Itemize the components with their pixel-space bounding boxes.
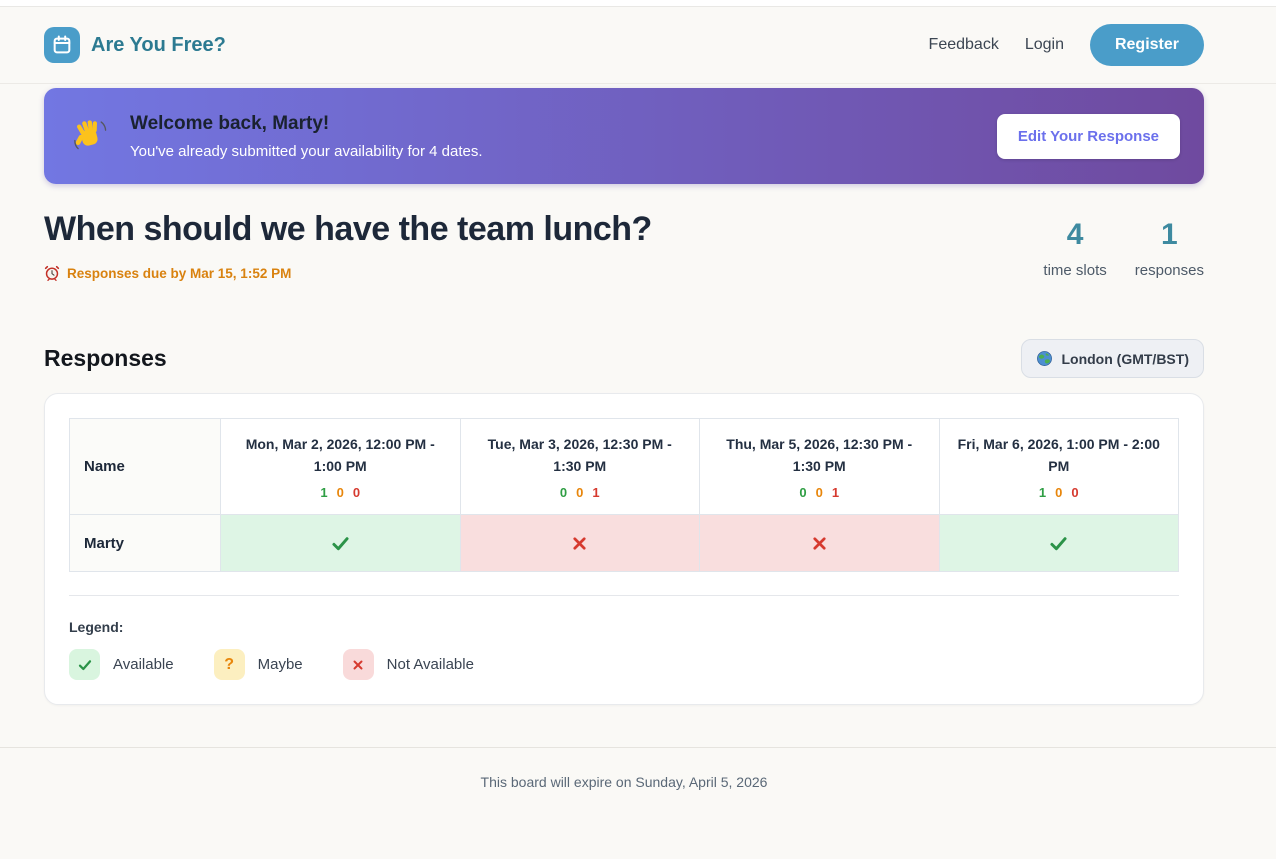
available-count: 0 — [559, 485, 568, 501]
time-slots-count: 4 — [1066, 218, 1084, 251]
responses-heading: Responses — [44, 345, 167, 371]
login-link[interactable]: Login — [1024, 36, 1064, 53]
slot-column-header: Thu, Mar 5, 2026, 12:30 PM - 1:30 PM 0 0 1 — [699, 417, 940, 516]
slot-label: Thu, Mar 5, 2026, 12:30 PM - 1:30 PM — [726, 436, 913, 475]
app-header: Are You Free? Feedback Login Register — [0, 7, 1276, 84]
slot-column-header: Tue, Mar 3, 2026, 12:30 PM - 1:30 PM 0 0 1 — [459, 417, 700, 516]
legend-item-maybe: ? Maybe — [213, 649, 303, 681]
maybe-count: 0 — [336, 485, 344, 501]
responses-header: Responses London (GMT/BST) — [44, 339, 1204, 378]
register-button[interactable]: Register — [1089, 24, 1204, 66]
check-icon — [332, 536, 349, 550]
deadline-text: Responses due by Mar 15, 1:52 PM — [67, 265, 292, 281]
legend-label: Available — [113, 656, 174, 674]
unavailable-count: 0 — [352, 485, 361, 501]
stat-responses: 1 responses — [1135, 218, 1204, 279]
legend-chip-unavailable — [342, 649, 374, 681]
stat-time-slots: 4 time slots — [1043, 218, 1106, 279]
slot-column-header: Fri, Mar 6, 2026, 1:00 PM - 2:00 PM 1 0 0 — [938, 417, 1179, 516]
respondent-row: Marty — [69, 514, 1179, 573]
legend-chip-maybe: ? — [213, 649, 245, 681]
legend-title: Legend: — [69, 619, 124, 636]
top-strip — [0, 0, 1276, 7]
unavailable-count: 1 — [831, 485, 840, 501]
answer-cell-available — [938, 514, 1179, 573]
unavailable-count: 1 — [592, 485, 600, 501]
legend-item-unavailable: Not Available — [342, 649, 474, 681]
slot-column-header: Mon, Mar 2, 2026, 12:00 PM - 1:00 PM 1 0 0 — [220, 417, 461, 516]
globe-icon — [1037, 351, 1053, 366]
wave-icon — [74, 120, 107, 150]
x-icon — [353, 660, 363, 670]
feedback-link[interactable]: Feedback — [928, 36, 999, 53]
event-stats: 4 time slots 1 responses — [1043, 210, 1204, 279]
answer-cell-available — [220, 514, 461, 573]
timezone-badge[interactable]: London (GMT/BST) — [1021, 339, 1204, 378]
name-column-header: Name — [69, 417, 221, 516]
edit-response-button[interactable]: Edit Your Response — [996, 113, 1180, 159]
timezone-label: London (GMT/BST) — [1061, 350, 1189, 367]
page-footer: This board will expire on Sunday, April … — [0, 747, 1276, 790]
available-count: 0 — [799, 485, 807, 501]
table-header-row: Name Mon, Mar 2, 2026, 12:00 PM - 1:00 P… — [69, 417, 1179, 516]
brand-name: Are You Free? — [91, 33, 226, 56]
welcome-subtitle: You've already submitted your availabili… — [130, 142, 483, 160]
expiry-notice: This board will expire on Sunday, April … — [480, 774, 768, 791]
responses-table: Name Mon, Mar 2, 2026, 12:00 PM - 1:00 P… — [69, 417, 1179, 573]
check-icon — [1050, 536, 1067, 550]
event-deadline: Responses due by Mar 15, 1:52 PM — [44, 265, 652, 281]
brand-home-link[interactable]: Are You Free? — [44, 27, 226, 63]
responses-label: responses — [1134, 262, 1204, 279]
legend-item-available: Available — [69, 649, 174, 681]
welcome-title: Welcome back, Marty! — [130, 112, 330, 134]
unavailable-count: 0 — [1071, 485, 1079, 501]
legend: Legend: Available? Maybe Not Available — [69, 595, 1179, 681]
legend-chip-available — [69, 649, 100, 681]
slot-label: Mon, Mar 2, 2026, 12:00 PM - 1:00 PM — [245, 436, 435, 475]
question-icon: ? — [224, 655, 234, 673]
x-icon — [813, 537, 826, 550]
available-count: 1 — [320, 485, 328, 501]
maybe-count: 0 — [1055, 485, 1063, 501]
available-count: 1 — [1038, 485, 1047, 501]
legend-label: Not Available — [386, 656, 474, 674]
answer-cell-unavailable — [459, 514, 700, 573]
welcome-banner: Welcome back, Marty! You've already subm… — [44, 88, 1204, 184]
time-slots-label: time slots — [1043, 262, 1107, 279]
legend-label: Maybe — [257, 656, 303, 674]
slot-label: Tue, Mar 3, 2026, 12:30 PM - 1:30 PM — [487, 436, 672, 475]
responses-card: Name Mon, Mar 2, 2026, 12:00 PM - 1:00 P… — [44, 393, 1204, 706]
respondent-name: Marty — [69, 514, 221, 573]
calendar-logo-icon — [44, 27, 80, 63]
x-icon — [573, 537, 586, 550]
header-nav: Feedback Login Register — [929, 24, 1204, 66]
main-content: Welcome back, Marty! You've already subm… — [44, 88, 1204, 706]
maybe-count: 0 — [815, 485, 823, 501]
event-title: When should we have the team lunch? — [44, 210, 652, 248]
check-icon — [78, 659, 91, 670]
event-header: When should we have the team lunch? Resp… — [44, 210, 1204, 281]
slot-label: Fri, Mar 6, 2026, 1:00 PM - 2:00 PM — [957, 436, 1160, 475]
answer-cell-unavailable — [699, 514, 940, 573]
alarm-clock-icon — [44, 265, 60, 281]
maybe-count: 0 — [576, 485, 584, 501]
responses-count: 1 — [1161, 218, 1178, 251]
